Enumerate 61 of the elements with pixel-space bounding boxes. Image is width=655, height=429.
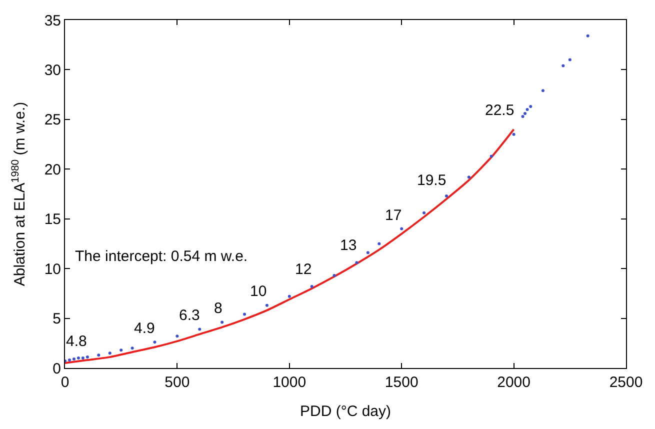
- point: [378, 242, 381, 246]
- annotation: 6.3: [179, 307, 200, 324]
- point: [568, 58, 572, 62]
- point: [355, 261, 358, 264]
- x-tick-label: 500: [164, 374, 190, 391]
- point: [81, 356, 84, 360]
- y-tick-label: 35: [44, 12, 61, 30]
- annotation: 13: [340, 237, 357, 254]
- point: [400, 227, 404, 230]
- point: [524, 112, 527, 115]
- point: [467, 176, 470, 179]
- x-axis-title: PDD (°C day): [300, 403, 392, 420]
- annotation: The intercept: 0.54 m w.e.: [75, 248, 248, 265]
- x-tick-label: 1000: [272, 374, 306, 391]
- annotation: 12: [295, 261, 312, 278]
- annotation: 4.8: [66, 333, 87, 350]
- point: [130, 346, 134, 350]
- point: [541, 89, 544, 92]
- y-tick-label: 25: [44, 112, 61, 129]
- point: [288, 294, 291, 298]
- y-tick-label: 30: [44, 62, 61, 79]
- point: [243, 312, 246, 316]
- point: [526, 108, 529, 111]
- point: [310, 284, 314, 288]
- y-tick-label: 15: [44, 211, 61, 228]
- line-series: [65, 128, 515, 364]
- x-tick-label: 1500: [384, 374, 418, 391]
- annotation: 10: [250, 283, 267, 300]
- y-tick-label: 20: [44, 161, 61, 178]
- point: [86, 356, 89, 359]
- point: [490, 154, 493, 158]
- point: [108, 352, 112, 355]
- point: [120, 348, 123, 352]
- point: [68, 358, 71, 362]
- point: [562, 64, 565, 68]
- annotation: 4.9: [134, 320, 155, 337]
- point: [76, 356, 80, 360]
- point: [586, 34, 590, 38]
- annotation: 19.5: [417, 172, 446, 189]
- y-tick-label: 0: [52, 360, 61, 378]
- y-tick-label: 5: [52, 310, 61, 328]
- point: [512, 132, 516, 136]
- annotation: 17: [385, 207, 402, 224]
- point: [220, 320, 224, 324]
- x-tick-label: 2000: [497, 374, 530, 391]
- point: [265, 304, 268, 307]
- y-tick-label: 10: [44, 260, 61, 278]
- point: [366, 251, 370, 254]
- point: [153, 340, 156, 344]
- point: [198, 328, 202, 331]
- point: [444, 194, 448, 198]
- point: [529, 105, 532, 108]
- point: [521, 114, 524, 118]
- point: [422, 211, 426, 214]
- point: [176, 334, 179, 338]
- point: [97, 354, 100, 357]
- annotation: 8: [214, 300, 222, 317]
- annotation: 22.5: [485, 102, 514, 119]
- x-tick-label: 2500: [609, 374, 643, 391]
- point: [332, 274, 336, 278]
- point: [72, 358, 76, 361]
